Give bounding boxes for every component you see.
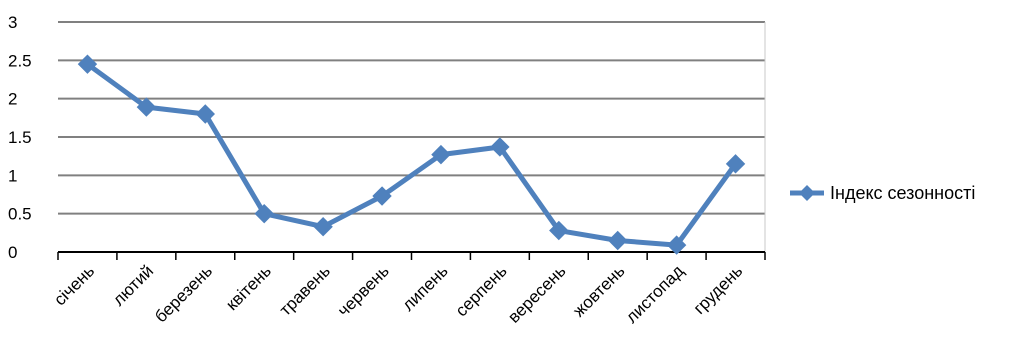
gridlines <box>58 21 766 252</box>
y-tick-label: 0.5 <box>8 205 32 224</box>
legend-label: Індекс сезонності <box>830 183 975 203</box>
y-tick-label: 1.5 <box>8 128 32 147</box>
x-tick-label: червень <box>334 261 393 320</box>
series-line <box>77 54 746 255</box>
y-tick-label: 2 <box>8 90 17 109</box>
data-point-marker <box>313 216 333 237</box>
data-point-marker <box>431 144 451 165</box>
data-point-marker <box>490 137 510 157</box>
series-line-path <box>84 61 739 248</box>
data-point-marker <box>77 54 98 74</box>
x-tick-label: квітень <box>222 261 275 314</box>
y-tick-label: 0 <box>8 243 17 262</box>
data-point-marker <box>549 220 569 241</box>
x-tick-label: грудень <box>690 261 747 318</box>
y-tick-label: 2.5 <box>8 51 32 70</box>
legend: Індекс сезонності <box>790 183 975 203</box>
data-point-marker <box>254 203 274 224</box>
y-tick-label: 3 <box>8 13 17 32</box>
y-axis-ticks: 0 0.5 1 1.5 2 2.5 3 <box>8 13 32 262</box>
data-point-marker <box>195 104 215 124</box>
data-point-marker <box>608 230 628 251</box>
data-point-marker <box>666 235 687 255</box>
data-point-marker <box>725 154 746 174</box>
x-tick-label: липень <box>399 261 452 314</box>
x-tick-label: листопад <box>622 261 687 326</box>
x-tick-label: березень <box>151 261 216 326</box>
x-tick-label: травень <box>276 261 334 319</box>
legend-diamond-marker <box>799 185 815 201</box>
x-tick-label: жовтень <box>569 261 628 320</box>
x-tick-label: вересень <box>504 261 569 326</box>
x-tick-label: серпень <box>452 261 511 320</box>
x-tick-label: січень <box>50 261 98 309</box>
data-point-marker <box>136 97 157 117</box>
y-tick-label: 1 <box>8 166 17 185</box>
data-point-marker <box>372 186 392 206</box>
x-tick-label: лютий <box>109 261 157 309</box>
